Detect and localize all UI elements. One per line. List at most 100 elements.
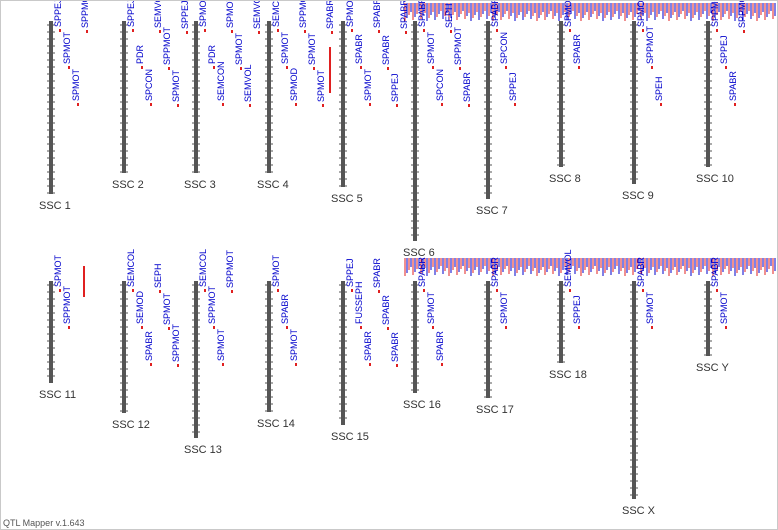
- qtl-marker[interactable]: [369, 363, 371, 366]
- qtl-marker[interactable]: [277, 289, 279, 292]
- qtl-marker[interactable]: [716, 29, 718, 32]
- qtl-marker[interactable]: [132, 289, 134, 292]
- qtl-label[interactable]: SEMCOL: [198, 249, 208, 287]
- qtl-label[interactable]: SPABR: [728, 71, 738, 101]
- qtl-marker[interactable]: [68, 66, 70, 69]
- chromosome-ssc-x[interactable]: SPABR SPMOT SSC X: [622, 257, 656, 517]
- qtl-marker[interactable]: [313, 67, 315, 70]
- qtl-marker[interactable]: [369, 103, 371, 106]
- qtl-label[interactable]: SPPMOT: [162, 26, 172, 65]
- qtl-label[interactable]: SPMOT: [53, 254, 63, 287]
- qtl-label[interactable]: SPABR: [710, 257, 720, 287]
- qtl-label[interactable]: SPMOT: [636, 1, 646, 27]
- qtl-label[interactable]: SEMVOL: [153, 1, 163, 28]
- chromosome-ssc-1[interactable]: SPPEJ SPMOT SPMOT SPPMOT SSC 1: [39, 1, 90, 212]
- qtl-marker[interactable]: [396, 104, 398, 107]
- qtl-marker[interactable]: [716, 289, 718, 292]
- qtl-marker[interactable]: [177, 364, 179, 367]
- qtl-label[interactable]: SPMOT: [171, 69, 181, 102]
- qtl-marker[interactable]: [642, 289, 644, 292]
- qtl-marker[interactable]: [231, 290, 233, 293]
- qtl-marker[interactable]: [141, 326, 143, 329]
- qtl-marker[interactable]: [496, 289, 498, 292]
- chromosome-ssc-8[interactable]: SPMOT SPABR SSC 8: [549, 1, 582, 185]
- qtl-marker[interactable]: [441, 103, 443, 106]
- qtl-label[interactable]: SPPMOT: [710, 1, 720, 27]
- qtl-label[interactable]: SPMOT: [234, 32, 244, 65]
- qtl-label[interactable]: SPPEJ: [508, 72, 518, 101]
- qtl-marker[interactable]: [240, 67, 242, 70]
- qtl-marker[interactable]: [249, 104, 251, 107]
- qtl-label[interactable]: SEMVOL: [252, 1, 262, 29]
- qtl-label[interactable]: SPMOD: [289, 67, 299, 101]
- qtl-label[interactable]: SEMVOL: [243, 64, 253, 102]
- qtl-label[interactable]: SPMOT: [426, 31, 436, 64]
- qtl-marker[interactable]: [505, 326, 507, 329]
- qtl-marker[interactable]: [450, 30, 452, 33]
- qtl-label[interactable]: SEPH: [444, 3, 454, 28]
- chromosome-ssc-16[interactable]: SPABR SPMOT SPABR SSC 16: [403, 257, 445, 411]
- qtl-label[interactable]: SPMOT: [225, 1, 235, 28]
- qtl-marker[interactable]: [304, 30, 306, 33]
- qtl-label[interactable]: SPMOT: [719, 291, 729, 324]
- qtl-label[interactable]: SPMOT: [645, 291, 655, 324]
- chromosome-ssc-18[interactable]: SEMVOL SPPEJ SSC 18: [549, 249, 587, 381]
- qtl-marker[interactable]: [441, 363, 443, 366]
- chromosome-ssc-y[interactable]: SPABR SPMOT SSC Y: [696, 257, 729, 374]
- qtl-marker[interactable]: [432, 326, 434, 329]
- qtl-marker[interactable]: [222, 103, 224, 106]
- qtl-marker[interactable]: [423, 29, 425, 32]
- qtl-marker[interactable]: [286, 326, 288, 329]
- qtl-label[interactable]: SPCON: [435, 69, 445, 101]
- qtl-marker[interactable]: [387, 67, 389, 70]
- chromosome-ssc-14[interactable]: SPMOT SPABR SPMOT SSC 14: [257, 254, 299, 430]
- chromosome-ssc-7[interactable]: SPABR SPCON SPPEJ SSC 7: [476, 1, 518, 217]
- qtl-marker[interactable]: [642, 29, 644, 32]
- qtl-marker[interactable]: [177, 104, 179, 107]
- qtl-label[interactable]: SPABR: [399, 1, 409, 29]
- qtl-label[interactable]: SPPEJ: [390, 73, 400, 102]
- qtl-label[interactable]: SPABR: [144, 331, 154, 361]
- qtl-label[interactable]: SPPMOT: [645, 25, 655, 64]
- qtl-label[interactable]: SPCON: [144, 69, 154, 101]
- qtl-marker[interactable]: [59, 29, 61, 32]
- qtl-marker[interactable]: [725, 326, 727, 329]
- qtl-label[interactable]: SPMOT: [162, 292, 172, 325]
- qtl-label[interactable]: SPMOT: [363, 68, 373, 101]
- qtl-label[interactable]: SPABR: [417, 257, 427, 287]
- qtl-marker[interactable]: [351, 29, 353, 32]
- qtl-marker[interactable]: [159, 290, 161, 293]
- qtl-marker[interactable]: [396, 364, 398, 367]
- qtl-marker[interactable]: [132, 29, 134, 32]
- qtl-marker[interactable]: [378, 30, 380, 33]
- qtl-label[interactable]: SPMOT: [216, 328, 226, 361]
- qtl-marker[interactable]: [496, 29, 498, 32]
- qtl-label[interactable]: SEPH: [153, 263, 163, 288]
- qtl-marker[interactable]: [59, 289, 61, 292]
- qtl-marker[interactable]: [387, 327, 389, 330]
- qtl-label[interactable]: SPABR: [372, 1, 382, 28]
- qtl-marker[interactable]: [351, 289, 353, 292]
- qtl-label[interactable]: SPABR: [490, 257, 500, 287]
- qtl-label[interactable]: SPMOT: [71, 68, 81, 101]
- qtl-label[interactable]: SEMVOL: [563, 249, 573, 287]
- qtl-marker[interactable]: [159, 30, 161, 33]
- qtl-label[interactable]: SPPMOT: [737, 1, 747, 28]
- qtl-label[interactable]: SPABR: [390, 332, 400, 362]
- qtl-label[interactable]: SPMOT: [316, 69, 326, 102]
- qtl-marker[interactable]: [213, 66, 215, 69]
- qtl-label[interactable]: SPMOT: [426, 291, 436, 324]
- qtl-marker[interactable]: [213, 326, 215, 329]
- qtl-label[interactable]: SPMOT: [499, 291, 509, 324]
- qtl-label[interactable]: SPPMOT: [171, 323, 181, 362]
- qtl-label[interactable]: SEMCON: [216, 61, 226, 101]
- qtl-marker[interactable]: [258, 31, 260, 34]
- qtl-label[interactable]: SPMOT: [198, 1, 208, 27]
- qtl-marker[interactable]: [651, 326, 653, 329]
- qtl-marker[interactable]: [569, 29, 571, 32]
